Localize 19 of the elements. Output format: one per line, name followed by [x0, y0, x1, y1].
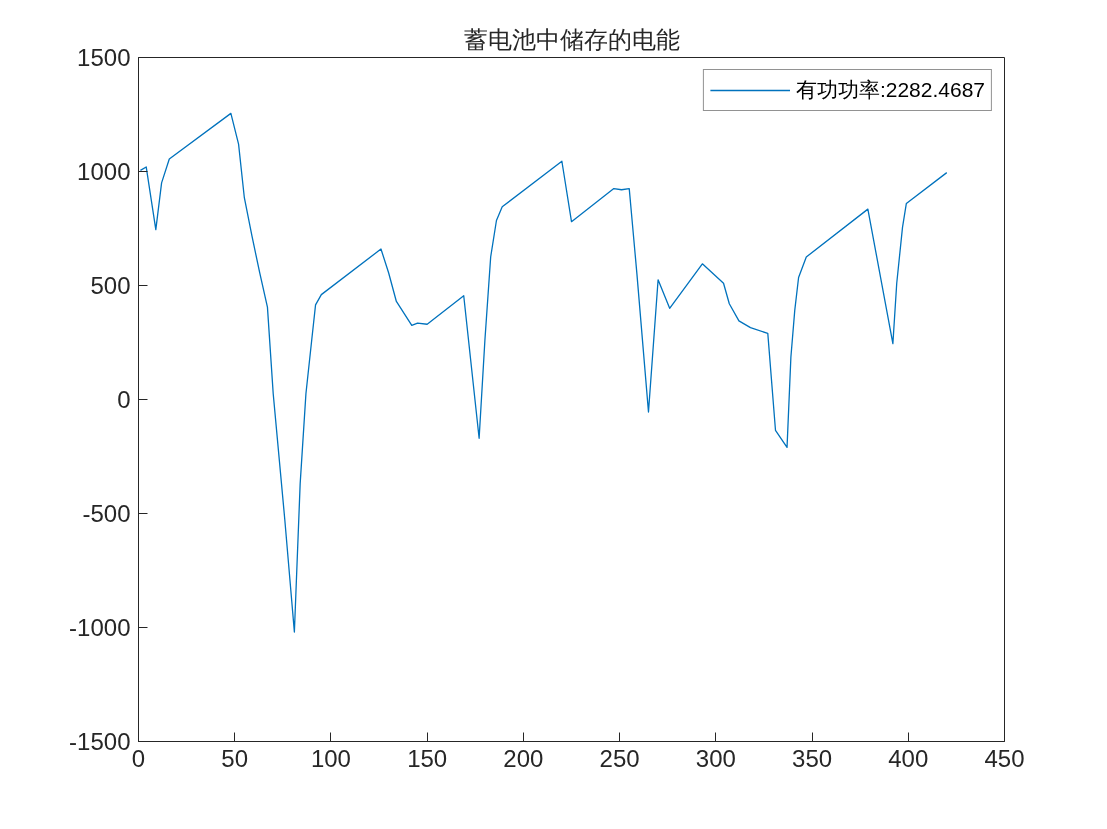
- y-tick-label: 1000: [77, 158, 131, 185]
- x-tick-label: 400: [888, 744, 929, 772]
- chart-title: 蓄电池中储存的电能: [463, 25, 680, 53]
- x-tick-label: 300: [695, 744, 736, 772]
- y-tick-label: -1000: [69, 614, 131, 641]
- x-tick-label: 250: [599, 744, 640, 772]
- y-tick-label: 500: [90, 272, 131, 299]
- y-tick-label: 1500: [77, 44, 131, 71]
- y-tick-label: -500: [82, 500, 131, 527]
- y-tick-label: -1500: [69, 728, 131, 755]
- x-tick-label: 100: [310, 744, 351, 772]
- x-tick-label: 150: [407, 744, 448, 772]
- x-tick-label: 350: [792, 744, 833, 772]
- y-tick-label: 0: [117, 386, 131, 413]
- x-tick-label: 450: [984, 744, 1025, 772]
- legend-label: 有功功率:2282.4687: [795, 77, 985, 103]
- x-tick-label: 50: [221, 744, 249, 772]
- x-tick-label: 200: [503, 744, 544, 772]
- line-series: [139, 112, 948, 633]
